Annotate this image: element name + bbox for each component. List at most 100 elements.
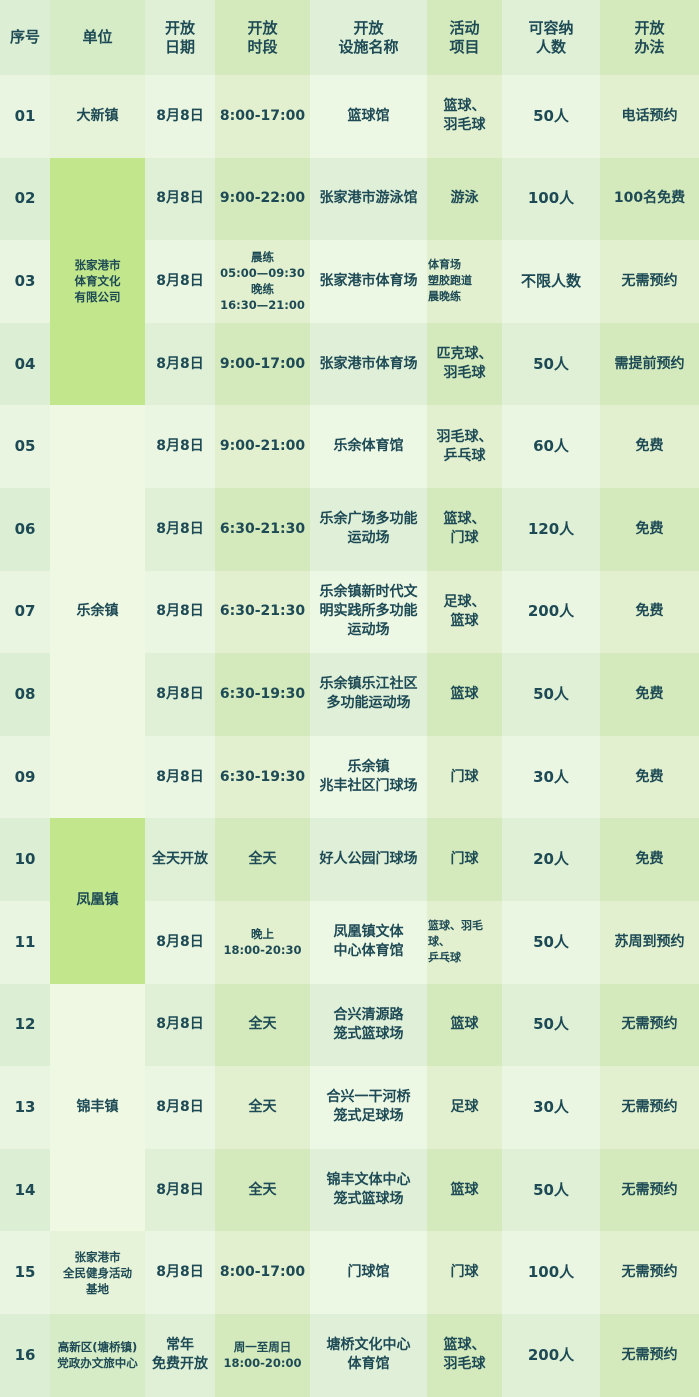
cell-time: 全天	[215, 1148, 310, 1232]
table-row: 05 乐余镇 8月8日 9:00-21:00 乐余体育馆 羽毛球、 乒乓球 60人 免费	[0, 405, 699, 819]
cell-activity: 篮球	[427, 653, 502, 736]
cell-date: 8月8日	[145, 322, 215, 406]
cell-facility: 篮球馆	[310, 75, 427, 158]
cell-time: 6:30-19:30	[215, 653, 310, 736]
cell-activity: 羽毛球、 乒乓球	[427, 405, 502, 488]
cell-time: 全天	[215, 1066, 310, 1149]
cell-facility: 乐余镇乐江社区 多功能运动场	[310, 653, 427, 736]
cell-date: 8月8日	[145, 735, 215, 819]
cell-unit: 凤凰镇	[50, 818, 145, 984]
cell-date: 8月8日	[145, 983, 215, 1067]
cell-date: 8月8日	[145, 405, 215, 488]
cell-method: 免费	[600, 653, 699, 736]
header-unit: 单位	[50, 0, 145, 75]
cell-capacity: 50人	[502, 1148, 600, 1232]
cell-method: 无需预约	[600, 983, 699, 1067]
cell-activity: 足球、 篮球	[427, 570, 502, 654]
cell-no: 14	[0, 1148, 50, 1232]
cell-no: 01	[0, 75, 50, 158]
table-row: 07 8月8日 6:30-21:30 乐余镇新时代文 明实践所多功能 运动场 足球、 篮…	[0, 570, 699, 654]
table-row: 16 高新区(塘桥镇) 党政办文旅中心 常年 免费开放 周一至周日 18:00-20:…	[0, 1313, 699, 1397]
table-row: 15 张家港市 全民健身活动 基地 8月8日 8:00-17:00 门球馆 门球 100人无…	[0, 1231, 699, 1314]
header-capacity: 可容纳 人数	[502, 0, 600, 75]
cell-method: 100名免费	[600, 157, 699, 241]
cell-capacity: 100人	[502, 1231, 600, 1314]
cell-capacity: 50人	[502, 983, 600, 1067]
cell-activity: 篮球	[427, 1148, 502, 1232]
cell-date: 全天开放	[145, 818, 215, 901]
cell-method: 免费	[600, 405, 699, 488]
header-time: 开放 时段	[215, 0, 310, 75]
table-row: 14 8月8日 全天 锦丰文体中心 笼式篮球场 篮球 50人 无需预约	[0, 1148, 699, 1232]
header-method: 开放 办法	[600, 0, 699, 75]
cell-activity: 匹克球、 羽毛球	[427, 322, 502, 406]
cell-capacity: 30人	[502, 735, 600, 819]
cell-capacity: 100人	[502, 157, 600, 241]
cell-unit: 乐余镇	[50, 405, 145, 819]
cell-facility: 乐余广场多功能 运动场	[310, 487, 427, 571]
cell-capacity: 50人	[502, 322, 600, 406]
cell-date: 8月8日	[145, 570, 215, 654]
cell-time: 8:00-17:00	[215, 1231, 310, 1314]
cell-date: 8月8日	[145, 157, 215, 241]
cell-unit: 张家港市 体育文化 有限公司	[50, 157, 145, 406]
cell-time: 晨练 05:00—09:30 晚练 16:30—21:00	[215, 240, 310, 323]
cell-activity: 篮球、 门球	[427, 487, 502, 571]
cell-facility: 乐余镇 兆丰社区门球场	[310, 735, 427, 819]
cell-facility: 乐余体育馆	[310, 405, 427, 488]
cell-method: 无需预约	[600, 1231, 699, 1314]
cell-facility: 合兴一干河桥 笼式足球场	[310, 1066, 427, 1149]
cell-no: 05	[0, 405, 50, 488]
cell-capacity: 50人	[502, 653, 600, 736]
table-row: 10 凤凰镇 全天开放 全天 好人公园门球场 门球 20人 免费	[0, 818, 699, 984]
cell-date: 8月8日	[145, 900, 215, 984]
cell-activity: 篮球	[427, 983, 502, 1067]
cell-method: 无需预约	[600, 1148, 699, 1232]
cell-capacity: 30人	[502, 1066, 600, 1149]
cell-method: 电话预约	[600, 75, 699, 158]
cell-no: 15	[0, 1231, 50, 1314]
cell-date: 8月8日	[145, 1148, 215, 1232]
cell-time: 9:00-21:00	[215, 405, 310, 488]
cell-no: 07	[0, 570, 50, 654]
cell-date: 常年 免费开放	[145, 1313, 215, 1397]
cell-facility: 门球馆	[310, 1231, 427, 1314]
cell-activity: 篮球、羽毛球、 乒乓球	[427, 900, 502, 984]
cell-no: 06	[0, 487, 50, 571]
cell-facility: 锦丰文体中心 笼式篮球场	[310, 1148, 427, 1232]
cell-time: 6:30-21:30	[215, 570, 310, 654]
cell-time: 8:00-17:00	[215, 75, 310, 158]
cell-date: 8月8日	[145, 240, 215, 323]
table-row: 08 8月8日 6:30-19:30 乐余镇乐江社区 多功能运动场 篮球 50人 免费	[0, 653, 699, 736]
cell-no: 08	[0, 653, 50, 736]
cell-method: 免费	[600, 735, 699, 819]
cell-facility: 乐余镇新时代文 明实践所多功能 运动场	[310, 570, 427, 654]
header-date: 开放 日期	[145, 0, 215, 75]
cell-method: 免费	[600, 570, 699, 654]
cell-time: 9:00-22:00	[215, 157, 310, 241]
cell-time: 6:30-19:30	[215, 735, 310, 819]
cell-facility: 凤凰镇文体 中心体育馆	[310, 900, 427, 984]
cell-time: 周一至周日 18:00-20:00	[215, 1313, 310, 1397]
cell-unit: 大新镇	[50, 75, 145, 158]
cell-method: 无需预约	[600, 1066, 699, 1149]
cell-facility: 张家港市体育场	[310, 240, 427, 323]
cell-capacity: 200人	[502, 1313, 600, 1397]
cell-no: 13	[0, 1066, 50, 1149]
cell-unit: 锦丰镇	[50, 983, 145, 1232]
table-row: 09 8月8日 6:30-19:30 乐余镇 兆丰社区门球场 门球 30人 免费	[0, 735, 699, 819]
header-no: 序号	[0, 0, 50, 75]
cell-date: 8月8日	[145, 75, 215, 158]
cell-date: 8月8日	[145, 1066, 215, 1149]
table-row: 02 张家港市 体育文化 有限公司 8月8日 9:00-22:00 张家港市游泳馆 游泳 1…	[0, 157, 699, 406]
cell-no: 11	[0, 900, 50, 984]
cell-capacity: 50人	[502, 900, 600, 984]
cell-capacity: 120人	[502, 487, 600, 571]
cell-capacity: 20人	[502, 818, 600, 901]
cell-method: 苏周到预约	[600, 900, 699, 984]
cell-method: 无需预约	[600, 240, 699, 323]
cell-no: 03	[0, 240, 50, 323]
table-row: 03 8月8日 晨练 05:00—09:30 晚练 16:30—21:00 张家港市体…	[0, 240, 699, 323]
cell-activity: 篮球、 羽毛球	[427, 75, 502, 158]
cell-activity: 门球	[427, 818, 502, 901]
